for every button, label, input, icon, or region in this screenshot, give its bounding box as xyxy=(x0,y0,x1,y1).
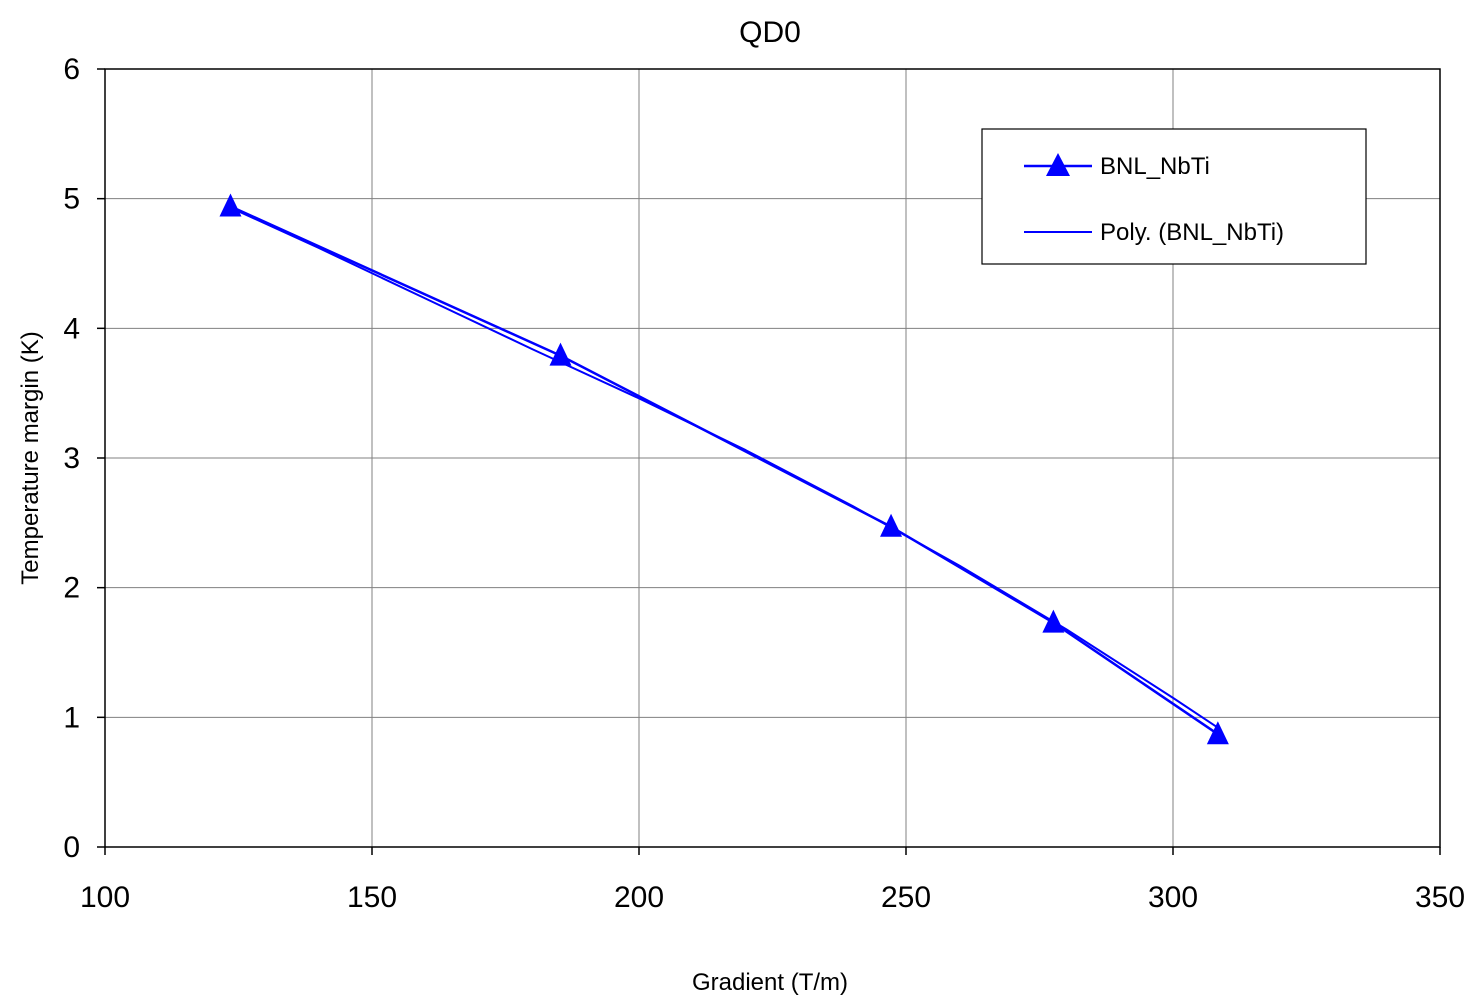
y-tick-label: 6 xyxy=(63,53,80,86)
legend-marker-bnl-nbti xyxy=(1046,153,1070,176)
x-tick-label: 200 xyxy=(614,881,664,914)
axes: 100 150 200 250 300 350 0 1 2 3 4 5 6 xyxy=(63,53,1465,914)
series-trendline-poly xyxy=(230,206,1219,729)
x-tick-label: 300 xyxy=(1148,881,1198,914)
data-point-marker xyxy=(1206,721,1229,745)
x-tick-label: 250 xyxy=(881,881,931,914)
x-tick-label: 350 xyxy=(1415,881,1465,914)
y-tick-label: 1 xyxy=(63,701,80,734)
x-tick-label: 150 xyxy=(347,881,397,914)
legend-label-poly: Poly. (BNL_NbTi) xyxy=(1100,219,1284,246)
x-axis-label: Gradient (T/m) xyxy=(692,969,848,996)
y-tick-label: 0 xyxy=(63,831,80,864)
series xyxy=(219,193,1229,745)
legend-label-bnl-nbti: BNL_NbTi xyxy=(1100,153,1210,180)
y-tick-label: 4 xyxy=(63,312,80,345)
series-line-bnl-nbti xyxy=(229,205,1219,736)
data-point-marker xyxy=(219,193,242,217)
y-axis-label: Temperature margin (K) xyxy=(17,331,44,584)
chart-title: QD0 xyxy=(739,16,801,49)
legend-box xyxy=(981,128,1367,265)
data-point-marker xyxy=(880,513,903,537)
x-tick-label: 100 xyxy=(80,881,130,914)
legend: BNL_NbTi Poly. (BNL_NbTi) xyxy=(981,128,1367,265)
y-tick-label: 5 xyxy=(63,183,80,216)
y-tick-label: 2 xyxy=(63,572,80,605)
y-tick-label: 3 xyxy=(63,442,80,475)
